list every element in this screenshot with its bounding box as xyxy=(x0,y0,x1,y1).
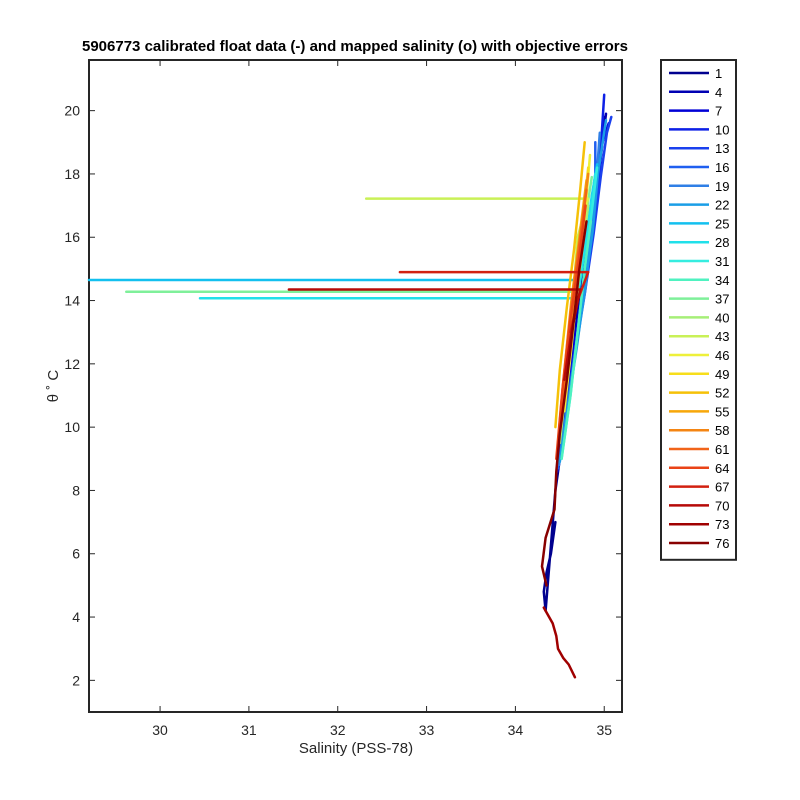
legend: 1 4 7 10 13 16 19 22 25 28 31 34 37 40 43 46 49 52 55 58 61 6… xyxy=(660,59,737,561)
y-tick-label: 4 xyxy=(72,609,80,625)
legend-label-67: 67 xyxy=(715,480,729,495)
y-tick-label: 14 xyxy=(64,293,80,309)
y-tick-label: 8 xyxy=(72,482,80,498)
legend-label-13: 13 xyxy=(715,141,729,156)
x-axis-label: Salinity (PSS-78) xyxy=(299,740,413,757)
y-tick-label: 12 xyxy=(64,356,80,372)
y-tick-label: 10 xyxy=(64,419,80,435)
x-tick-label: 32 xyxy=(330,722,346,738)
legend-label-43: 43 xyxy=(715,329,729,344)
legend-label-55: 55 xyxy=(715,404,729,419)
legend-label-10: 10 xyxy=(715,122,729,137)
legend-label-28: 28 xyxy=(715,235,729,250)
legend-label-40: 40 xyxy=(715,310,729,325)
legend-label-25: 25 xyxy=(715,216,729,231)
series-line-28 xyxy=(198,172,597,300)
y-axis: 2 4 6 8 10 12 14 16 18 20 xyxy=(64,103,622,688)
x-tick-label: 33 xyxy=(419,722,435,738)
legend-label-31: 31 xyxy=(715,254,729,269)
legend-label-34: 34 xyxy=(715,273,729,288)
legend-label-49: 49 xyxy=(715,367,729,382)
legend-label-76: 76 xyxy=(715,536,729,551)
chart-title: 5906773 calibrated float data (-) and ma… xyxy=(82,38,628,55)
x-tick-label: 34 xyxy=(508,722,524,738)
y-axis-label: θ ˚ C xyxy=(45,370,62,403)
series-line-52 xyxy=(554,141,586,429)
plot-area xyxy=(88,59,623,713)
y-tick-label: 6 xyxy=(72,546,80,562)
legend-label-58: 58 xyxy=(715,423,729,438)
legend-label-64: 64 xyxy=(715,461,729,476)
legend-label-4: 4 xyxy=(715,85,722,100)
legend-label-73: 73 xyxy=(715,517,729,532)
series-line-76 xyxy=(540,220,588,587)
legend-label-61: 61 xyxy=(715,442,729,457)
series-line-73 xyxy=(542,606,577,679)
legend-label-16: 16 xyxy=(715,160,729,175)
x-axis: 30 31 32 33 34 35 xyxy=(152,60,612,738)
legend-box xyxy=(660,59,737,561)
x-tick-label: 30 xyxy=(152,722,168,738)
x-tick-label: 31 xyxy=(241,722,257,738)
legend-label-46: 46 xyxy=(715,348,729,363)
legend-label-70: 70 xyxy=(715,498,729,513)
x-tick-label: 35 xyxy=(596,722,612,738)
y-tick-label: 18 xyxy=(64,166,80,182)
legend-label-37: 37 xyxy=(715,292,729,307)
legend-label-22: 22 xyxy=(715,198,729,213)
legend-label-52: 52 xyxy=(715,386,729,401)
legend-label-1: 1 xyxy=(715,66,722,81)
series-line-64 xyxy=(555,204,587,461)
legend-label-7: 7 xyxy=(715,104,722,119)
y-tick-label: 16 xyxy=(64,229,80,245)
series-layer xyxy=(87,93,613,679)
series-line-34 xyxy=(560,220,593,461)
y-tick-label: 20 xyxy=(64,103,80,119)
y-tick-label: 2 xyxy=(72,672,80,688)
legend-label-19: 19 xyxy=(715,179,729,194)
